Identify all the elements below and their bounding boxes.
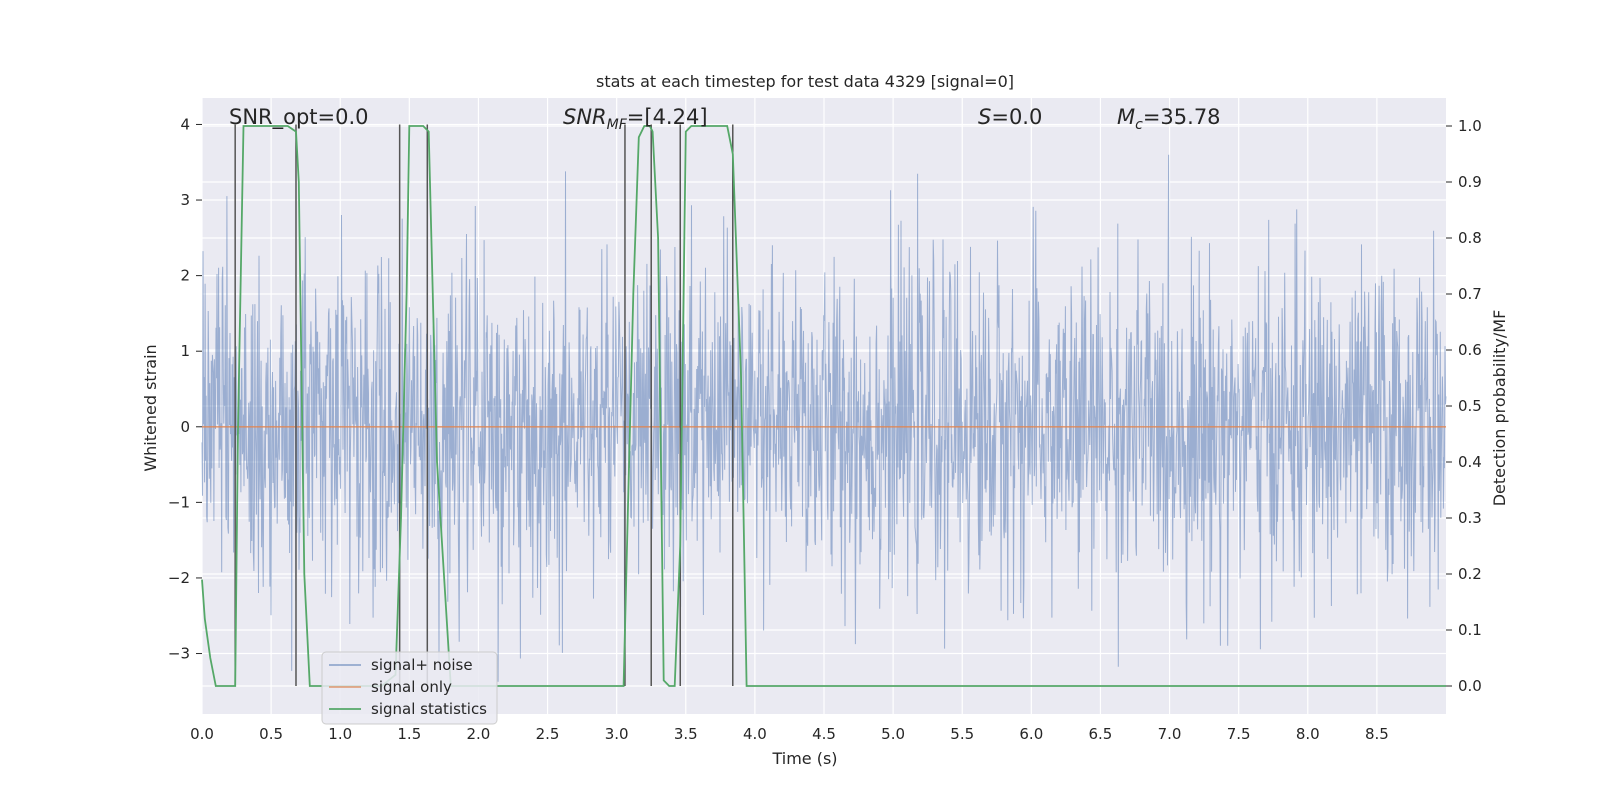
x-tick-label-7: 3.5 (674, 725, 698, 743)
left-y-axis-ticks: −3 −2 −1 0 1 2 3 4 (168, 115, 202, 663)
y-right-tick-label-4: 0.4 (1458, 453, 1482, 471)
s-sym: S (978, 105, 991, 129)
annotation-snr-mf: SNRMF=[4.24] (563, 105, 708, 133)
snr-mf-base: SNR (563, 105, 607, 129)
y-right-tick-label-5: 0.5 (1458, 397, 1482, 415)
series-signal-noise (201, 154, 1447, 682)
x-tick-label-1: 0.5 (259, 725, 283, 743)
series-signal-statistics (201, 125, 1446, 687)
x-tick-label-0: 0.0 (190, 725, 214, 743)
mc-base: M (1117, 105, 1135, 129)
x-tick-label-17: 8.5 (1365, 725, 1389, 743)
y-right-tick-label-9: 0.9 (1458, 173, 1482, 191)
legend-label-signal-noise: signal+ noise (371, 656, 473, 674)
x-tick-label-11: 5.5 (950, 725, 974, 743)
y-right-tick-label-0: 0.0 (1458, 677, 1482, 695)
annotation-mc: Mc=35.78 (1117, 105, 1221, 133)
x-axis-label: Time (s) (771, 749, 837, 768)
annotation-snr-opt: SNR_opt=0.0 (229, 105, 369, 130)
right-y-axis-ticks: 0.0 0.1 0.2 0.3 0.4 0.5 0.6 0.7 0.8 0.9 1.0 (1446, 117, 1482, 695)
y-right-tick-label-2: 0.2 (1458, 565, 1482, 583)
y-left-tick-label-7: 4 (180, 115, 190, 133)
y-left-tick-label-1: −2 (168, 569, 190, 587)
mc-value: =35.78 (1143, 105, 1221, 129)
x-tick-label-4: 2.0 (467, 725, 491, 743)
x-tick-label-14: 7.0 (1158, 725, 1182, 743)
s-value: =0.0 (991, 105, 1042, 129)
legend-label-signal-only: signal only (371, 678, 452, 696)
x-tick-label-16: 8.0 (1296, 725, 1320, 743)
y-right-tick-label-6: 0.6 (1458, 341, 1482, 359)
x-tick-label-3: 1.5 (397, 725, 421, 743)
x-tick-label-8: 4.0 (743, 725, 767, 743)
snr-mf-value: =[4.24] (627, 105, 708, 129)
vertical-markers (234, 124, 734, 686)
legend-box (321, 651, 498, 725)
mc-sub: c (1135, 117, 1143, 133)
right-y-axis-label: Detection probability/MF (1490, 310, 1509, 507)
x-tick-label-9: 4.5 (812, 725, 836, 743)
chart-title: stats at each timestep for test data 432… (596, 72, 1014, 91)
left-y-axis-label: Whitened strain (141, 344, 160, 471)
y-left-tick-label-2: −1 (168, 493, 190, 511)
y-right-tick-label-3: 0.3 (1458, 509, 1482, 527)
y-right-tick-label-7: 0.7 (1458, 285, 1482, 303)
y-left-tick-label-0: −3 (168, 645, 190, 663)
x-tick-label-13: 6.5 (1089, 725, 1113, 743)
x-tick-label-15: 7.5 (1227, 725, 1251, 743)
annotation-s: S=0.0 (978, 105, 1042, 129)
y-left-tick-label-4: 1 (180, 342, 190, 360)
y-left-tick-label-5: 2 (180, 267, 190, 285)
x-axis-ticks: 0.0 0.5 1.0 1.5 2.0 2.5 3.0 3.5 4.0 4.5 5.0 5.5 6.0 6… (190, 725, 1389, 743)
x-tick-label-2: 1.0 (328, 725, 352, 743)
y-right-tick-label-1: 0.1 (1458, 621, 1482, 639)
y-left-tick-label-3: 0 (180, 418, 190, 436)
y-right-tick-label-8: 0.8 (1458, 229, 1482, 247)
legend: signal+ noise signal only signal statist… (321, 651, 498, 725)
y-left-tick-label-6: 3 (180, 191, 190, 209)
y-right-tick-label-10: 1.0 (1458, 117, 1482, 135)
x-tick-label-12: 6.0 (1019, 725, 1043, 743)
x-tick-label-6: 3.0 (605, 725, 629, 743)
x-tick-label-5: 2.5 (536, 725, 560, 743)
noise-trace (201, 154, 1447, 682)
x-tick-label-10: 5.0 (881, 725, 905, 743)
legend-label-signal-statistics: signal statistics (371, 700, 487, 718)
snr-mf-sub: MF (607, 117, 628, 133)
